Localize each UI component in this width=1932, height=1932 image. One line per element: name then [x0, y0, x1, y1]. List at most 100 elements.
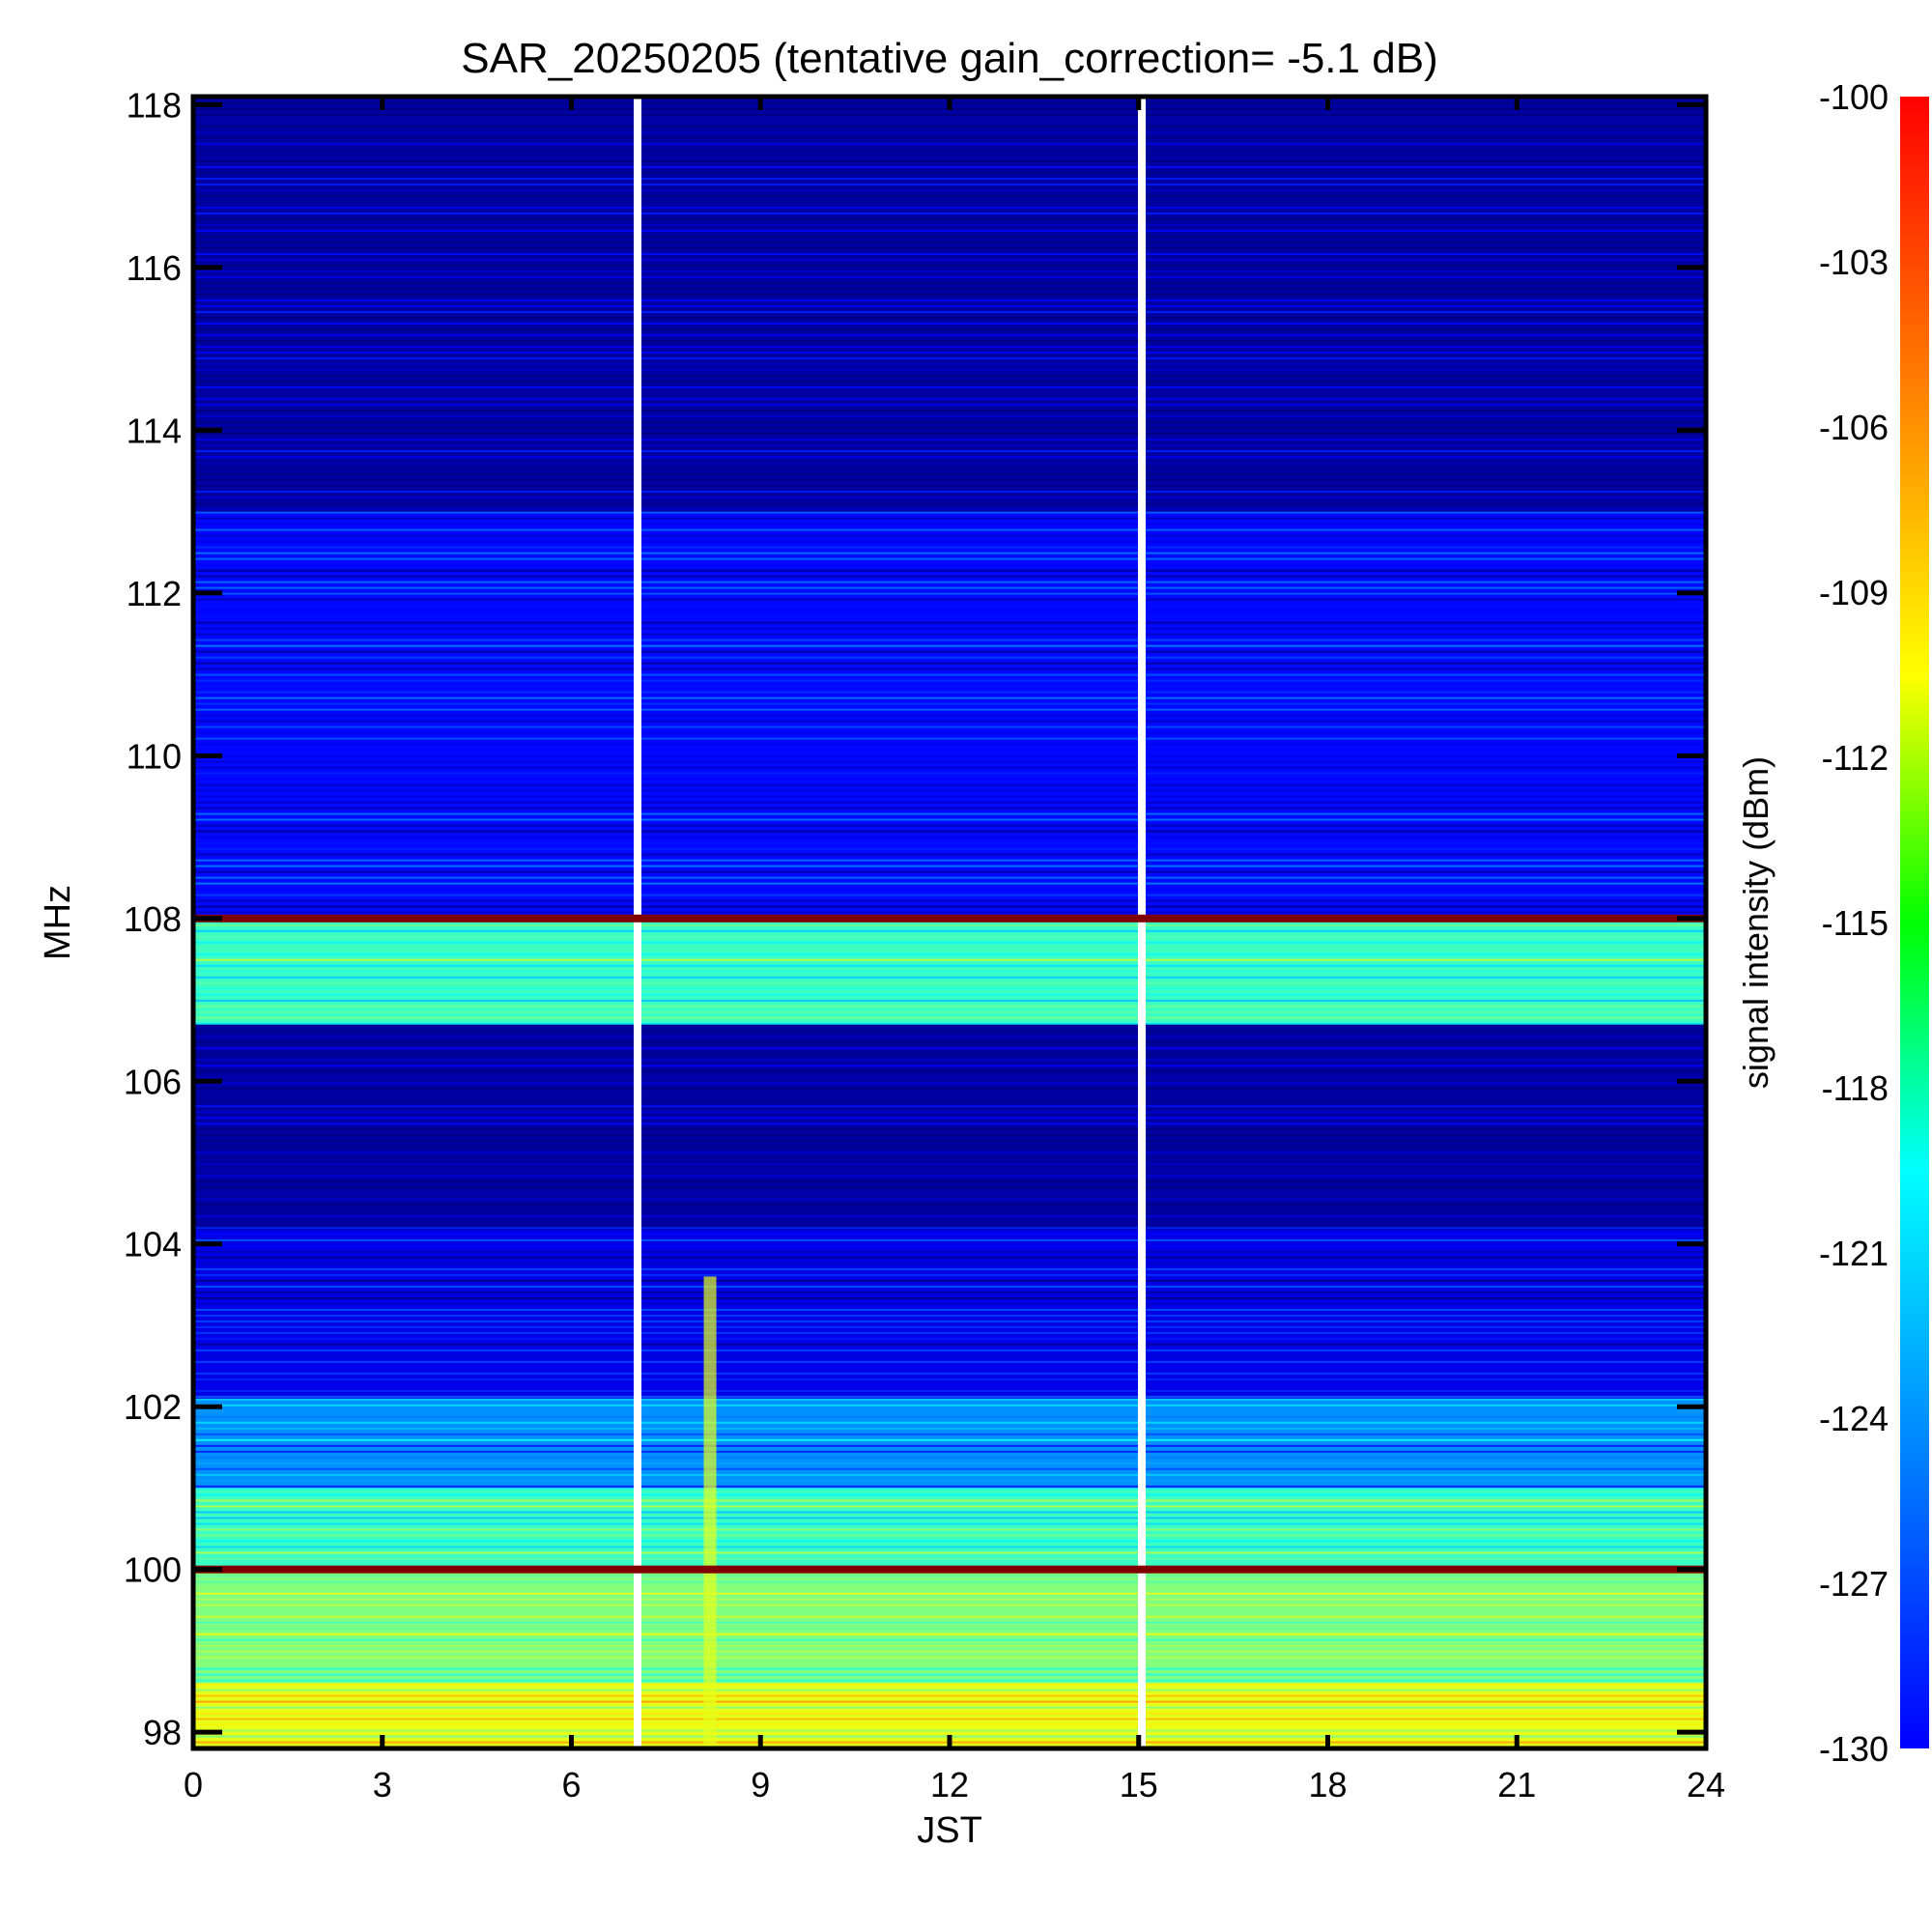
frequency-row-stripe [193, 143, 1706, 145]
x-axis-ticks: 0 3 6 9 12 15 18 21 24 [184, 97, 1725, 1804]
frequency-row-stripe [193, 160, 1706, 162]
frequency-row-stripe [193, 818, 1706, 821]
frequency-band [193, 1398, 1706, 1489]
frequency-row-stripe [193, 1005, 1706, 1008]
frequency-row-stripe [193, 1511, 1706, 1514]
frequency-row-stripe [193, 184, 1706, 185]
transient-signal [703, 1276, 717, 1748]
frequency-row-stripe [193, 1354, 1706, 1357]
frequency-row-stripe [193, 1444, 1706, 1447]
frequency-row-stripe [193, 1175, 1706, 1178]
frequency-row-stripe [193, 259, 1706, 261]
frequency-row-stripe [193, 357, 1706, 359]
frequency-row-stripe [193, 253, 1706, 255]
frequency-row-stripe [193, 1546, 1706, 1548]
frequency-row-stripe [193, 1163, 1706, 1166]
frequency-row-stripe [193, 1598, 1706, 1601]
frequency-row-stripe [193, 462, 1706, 464]
frequency-row-stripe [193, 410, 1706, 412]
frequency-row-stripe [193, 1209, 1706, 1212]
frequency-row-stripe [193, 581, 1706, 583]
frequency-row-stripe [193, 1383, 1706, 1386]
frequency-row-stripe [193, 1718, 1706, 1720]
frequency-row-stripe [193, 749, 1706, 752]
frequency-row-stripe [193, 375, 1706, 377]
frequency-row-stripe [193, 1621, 1706, 1624]
frequency-row-stripe [193, 137, 1706, 139]
frequency-row-stripe [193, 1036, 1706, 1038]
frequency-row-stripe [193, 1140, 1706, 1143]
frequency-row-stripe [193, 155, 1706, 156]
frequency-row-stripe [193, 1337, 1706, 1340]
frequency-row-stripe [193, 1505, 1706, 1508]
frequency-row-stripe [193, 754, 1706, 757]
frequency-row-stripe [193, 1320, 1706, 1322]
frequency-row-stripe [193, 1238, 1706, 1241]
frequency-row-stripe [193, 557, 1706, 560]
frequency-row-stripe [193, 760, 1706, 763]
frequency-row-stripe [193, 708, 1706, 711]
frequency-row-stripe [193, 1415, 1706, 1418]
frequency-row-stripe [193, 1180, 1706, 1183]
frequency-row-stripe [193, 166, 1706, 168]
frequency-row-stripe [193, 1186, 1706, 1189]
frequency-row-stripe [193, 1022, 1706, 1025]
frequency-row-stripe [193, 1024, 1706, 1027]
frequency-row-stripe [193, 1673, 1706, 1676]
frequency-row-stripe [193, 1250, 1706, 1253]
frequency-row-stripe [193, 1041, 1706, 1044]
y-tick-label: 106 [124, 1062, 182, 1101]
frequency-row-stripe [193, 1586, 1706, 1589]
frequency-row-stripe [193, 1485, 1706, 1488]
frequency-band [193, 97, 1706, 512]
frequency-row-stripe [193, 905, 1706, 908]
frequency-row-stripe [193, 859, 1706, 862]
frequency-row-stripe [193, 1070, 1706, 1073]
frequency-row-stripe [193, 586, 1706, 589]
frequency-row-stripe [193, 1360, 1706, 1363]
frequency-row-stripe [193, 427, 1706, 429]
frequency-row-stripe [193, 1349, 1706, 1351]
frequency-row-stripe [193, 679, 1706, 682]
frequency-row-stripe [193, 725, 1706, 728]
frequency-row-stripe [193, 270, 1706, 272]
frequency-row-stripe [193, 1279, 1706, 1282]
y-tick-label: 114 [127, 411, 182, 450]
frequency-row-stripe [193, 772, 1706, 775]
frequency-row-stripe [193, 1540, 1706, 1543]
frequency-row-stripe [193, 415, 1706, 417]
colorbar-tick-label: -130 [1819, 1729, 1889, 1769]
frequency-row-stripe [193, 1291, 1706, 1293]
y-tick-label: 98 [143, 1713, 182, 1752]
frequency-row-stripe [193, 433, 1706, 435]
frequency-row-stripe [193, 1644, 1706, 1647]
frequency-row-stripe [193, 1053, 1706, 1056]
frequency-row-stripe [193, 929, 1706, 932]
frequency-row-stripe [193, 1128, 1706, 1131]
frequency-row-stripe [193, 1244, 1706, 1247]
frequency-row-stripe [193, 1404, 1706, 1406]
frequency-row-stripe [193, 1065, 1706, 1067]
no-data-gap [1138, 97, 1147, 1748]
frequency-row-stripe [193, 1421, 1706, 1424]
chart-title: SAR_20250205 (tentative gain_correction=… [461, 35, 1437, 82]
frequency-row-stripe [193, 1650, 1706, 1653]
frequency-row-stripe [193, 120, 1706, 122]
frequency-row-stripe [193, 1575, 1706, 1577]
frequency-row-stripe [193, 207, 1706, 209]
frequency-row-stripe [193, 1366, 1706, 1369]
frequency-row-stripe [193, 508, 1706, 510]
frequency-row-stripe [193, 1456, 1706, 1459]
frequency-row-stripe [193, 546, 1706, 549]
frequency-row-stripe [193, 334, 1706, 336]
frequency-row-stripe [193, 1667, 1706, 1670]
frequency-row-stripe [193, 398, 1706, 400]
carrier-line [193, 1565, 1706, 1574]
frequency-row-stripe [193, 911, 1706, 914]
frequency-row-stripe [193, 1479, 1706, 1482]
y-tick-label: 104 [124, 1225, 182, 1264]
frequency-row-stripe [193, 126, 1706, 128]
frequency-row-stripe [193, 947, 1706, 950]
frequency-row-stripe [193, 1030, 1706, 1033]
colorbar-tick-label: -124 [1819, 1399, 1889, 1438]
